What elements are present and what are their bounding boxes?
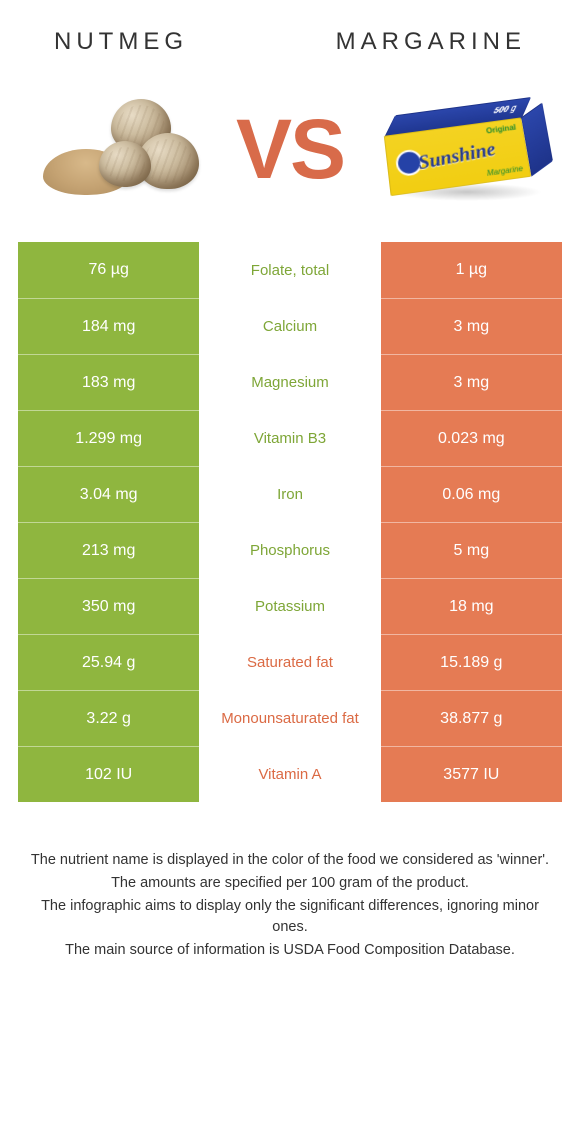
nutrient-label: Folate, total	[199, 242, 380, 298]
table-row: 1.299 mgVitamin B30.023 mg	[18, 410, 562, 466]
left-value: 3.22 g	[18, 690, 199, 746]
nutmeg-illustration	[41, 89, 201, 209]
left-value: 76 µg	[18, 242, 199, 298]
table-row: 213 mgPhosphorus5 mg	[18, 522, 562, 578]
nutrient-label: Calcium	[199, 298, 380, 354]
nutrient-label: Vitamin A	[199, 746, 380, 802]
nutrient-label: Saturated fat	[199, 634, 380, 690]
footer-line: The amounts are specified per 100 gram o…	[22, 873, 558, 894]
left-value: 1.299 mg	[18, 410, 199, 466]
margarine-image: 500 g Sunshine Original Margarine	[374, 84, 544, 214]
nutrient-label: Phosphorus	[199, 522, 380, 578]
left-value: 3.04 mg	[18, 466, 199, 522]
nutmeg-image	[36, 84, 206, 214]
left-value: 184 mg	[18, 298, 199, 354]
right-value: 3 mg	[381, 298, 562, 354]
left-value: 213 mg	[18, 522, 199, 578]
nutrient-label: Potassium	[199, 578, 380, 634]
header: Nutmeg Margarine	[0, 0, 580, 66]
right-value: 1 µg	[381, 242, 562, 298]
left-value: 350 mg	[18, 578, 199, 634]
left-value: 183 mg	[18, 354, 199, 410]
footer-line: The main source of information is USDA F…	[22, 940, 558, 961]
nutrient-label: Vitamin B3	[199, 410, 380, 466]
left-value: 25.94 g	[18, 634, 199, 690]
nutrient-label: Iron	[199, 466, 380, 522]
right-value: 18 mg	[381, 578, 562, 634]
table-row: 184 mgCalcium3 mg	[18, 298, 562, 354]
footer-line: The nutrient name is displayed in the co…	[22, 850, 558, 871]
nutrient-label: Magnesium	[199, 354, 380, 410]
footer-line: The infographic aims to display only the…	[22, 896, 558, 938]
right-value: 3 mg	[381, 354, 562, 410]
table-row: 25.94 gSaturated fat15.189 g	[18, 634, 562, 690]
hero: VS 500 g Sunshine Original Margarine	[0, 66, 580, 242]
right-value: 0.023 mg	[381, 410, 562, 466]
margarine-illustration: 500 g Sunshine Original Margarine	[374, 89, 544, 209]
right-food-title: Margarine	[336, 28, 526, 56]
right-value: 38.877 g	[381, 690, 562, 746]
right-value: 0.06 mg	[381, 466, 562, 522]
vs-label: VS	[236, 107, 344, 191]
table-row: 3.22 gMonounsaturated fat38.877 g	[18, 690, 562, 746]
table-row: 183 mgMagnesium3 mg	[18, 354, 562, 410]
footer-notes: The nutrient name is displayed in the co…	[22, 850, 558, 961]
right-value: 3577 IU	[381, 746, 562, 802]
right-value: 15.189 g	[381, 634, 562, 690]
table-row: 350 mgPotassium18 mg	[18, 578, 562, 634]
nutrient-label: Monounsaturated fat	[199, 690, 380, 746]
comparison-table: 76 µgFolate, total1 µg184 mgCalcium3 mg1…	[18, 242, 562, 802]
left-value: 102 IU	[18, 746, 199, 802]
left-food-title: Nutmeg	[54, 28, 188, 56]
table-row: 102 IUVitamin A3577 IU	[18, 746, 562, 802]
table-row: 76 µgFolate, total1 µg	[18, 242, 562, 298]
right-value: 5 mg	[381, 522, 562, 578]
table-row: 3.04 mgIron0.06 mg	[18, 466, 562, 522]
